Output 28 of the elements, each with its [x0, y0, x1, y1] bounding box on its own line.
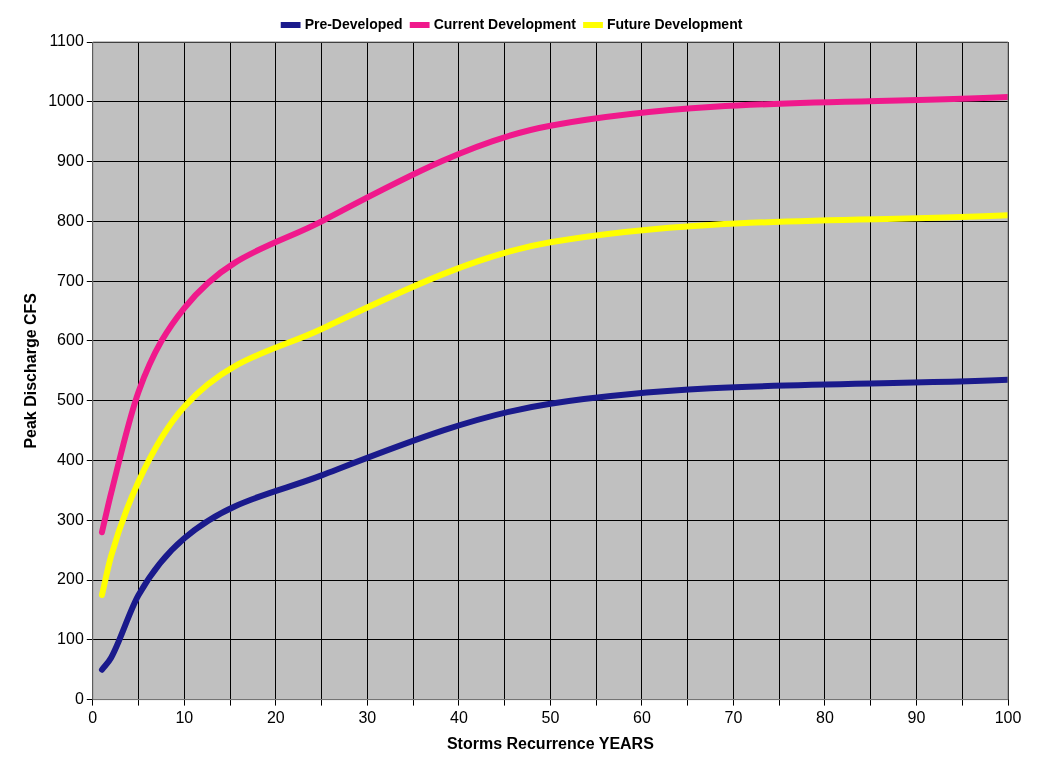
legend-label: Current Development: [433, 15, 577, 32]
y-tick-label: 1000: [48, 92, 84, 110]
x-tick-label: 70: [724, 708, 743, 726]
y-tick-label: 500: [57, 391, 84, 409]
y-tick-label: 800: [57, 211, 84, 229]
y-tick-label: 600: [57, 331, 84, 349]
x-tick-label: 10: [175, 708, 194, 726]
legend-label: Future Development: [607, 15, 743, 32]
x-axis-title: Storms Recurrence YEARS: [446, 734, 655, 752]
y-tick-label: 700: [57, 271, 84, 289]
x-tick-label: 90: [907, 708, 926, 726]
y-tick-label: 200: [57, 570, 84, 588]
x-tick-label: 40: [449, 708, 468, 726]
y-tick-label: 400: [57, 450, 84, 468]
x-tick-label: 80: [816, 708, 834, 726]
y-tick-label: 900: [57, 151, 84, 169]
y-tick-label: 300: [57, 510, 84, 528]
x-tick-label: 30: [358, 708, 377, 726]
x-tick-label: 60: [633, 708, 651, 726]
y-axis-title: Peak Discharge CFS: [22, 292, 40, 449]
y-tick-label: 1100: [49, 32, 84, 50]
x-tick-label: 50: [541, 708, 560, 726]
x-tick-label: 20: [266, 708, 285, 726]
legend-label: Pre-Developed: [304, 15, 403, 32]
x-tick-label: 0: [88, 708, 98, 726]
x-tick-label: 100: [994, 708, 1022, 726]
y-tick-label: 100: [57, 630, 84, 648]
y-tick-label: 0: [74, 690, 84, 708]
